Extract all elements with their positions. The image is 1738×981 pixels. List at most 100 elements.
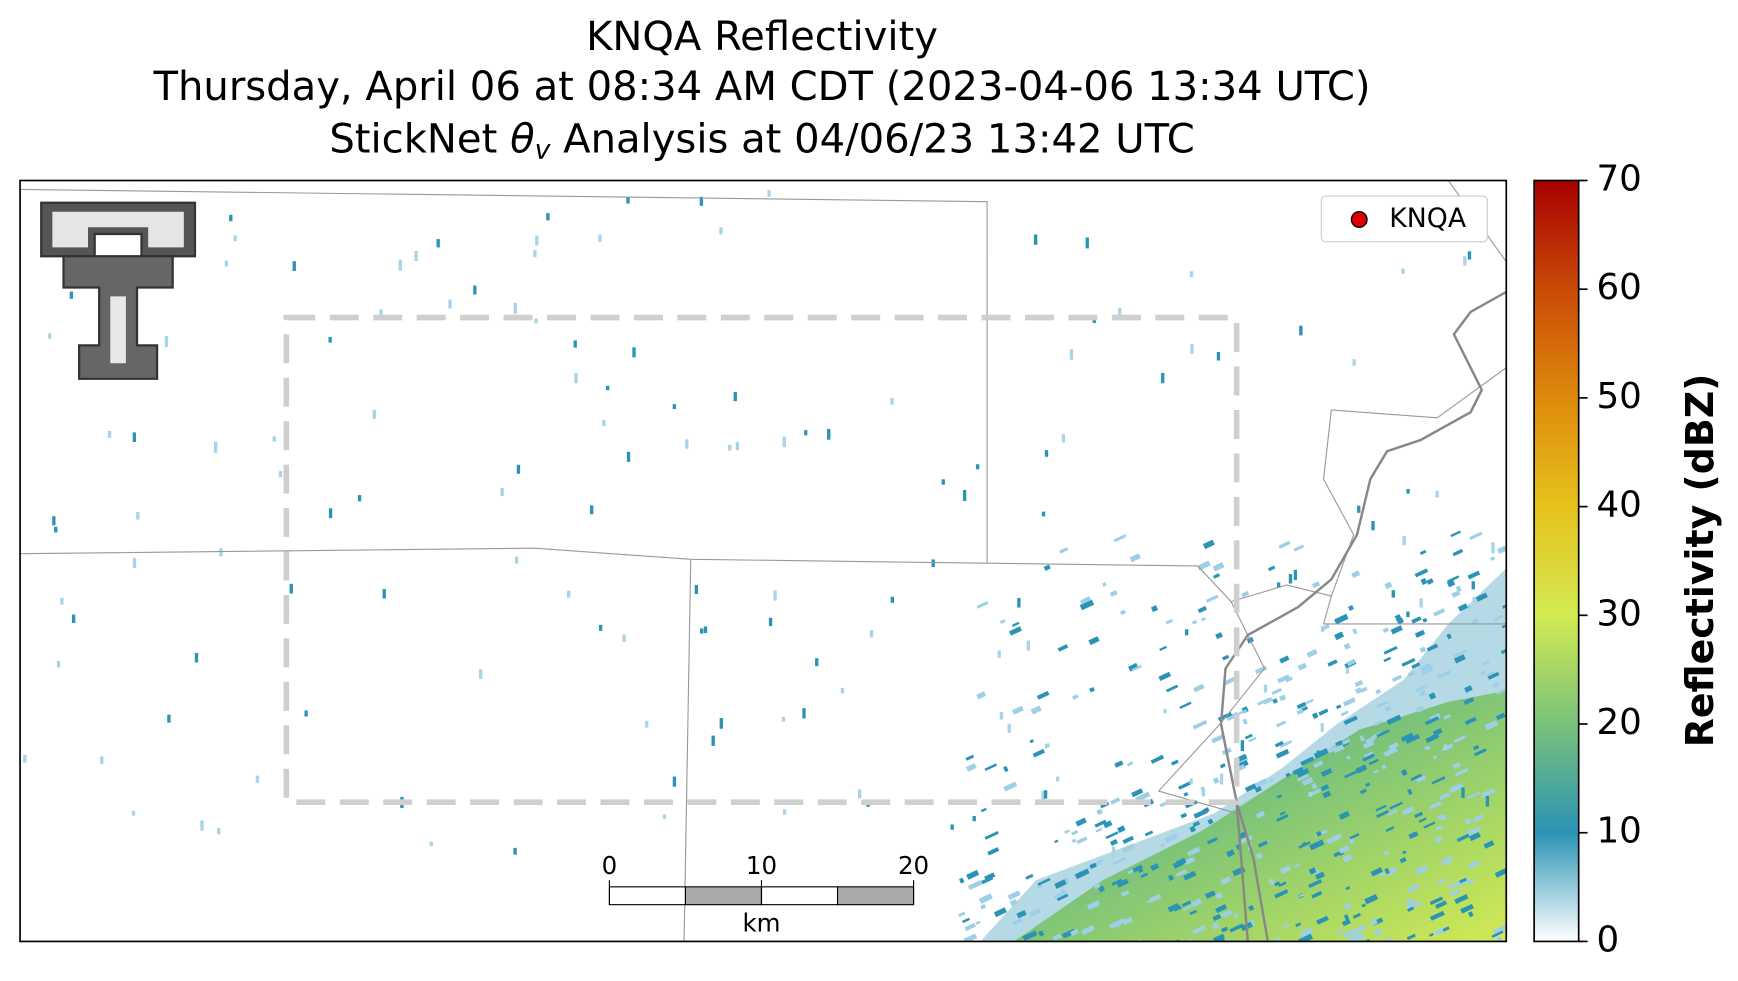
radar-echo: [1061, 928, 1076, 938]
radar-echo: [1502, 602, 1507, 609]
radar-echo: [1469, 832, 1481, 842]
radar-echo: [1101, 582, 1107, 587]
radar-echo: [1298, 893, 1304, 898]
radar-echo: [1410, 773, 1423, 782]
radar-echo: [1315, 871, 1326, 880]
radar-echo: [1197, 560, 1211, 571]
radar-echo: [802, 708, 806, 719]
radar-echo: [645, 720, 649, 728]
radar-echo: [703, 626, 708, 633]
colorbar: 0 10 20 30 40 50 60 70: [1533, 159, 1642, 960]
radar-echo: [1466, 791, 1481, 800]
scale-segment: [684, 886, 763, 906]
radar-echo: [1411, 662, 1421, 669]
radar-echo: [1043, 564, 1051, 571]
radar-echo: [1096, 808, 1103, 816]
radar-echo: [1481, 659, 1491, 666]
radar-echo: [1438, 792, 1450, 801]
radar-echo: [1473, 744, 1480, 751]
radar-echo: [1072, 694, 1079, 700]
radar-echo: [1507, 864, 1513, 870]
radar-echo: [1285, 772, 1291, 778]
legend-label: KNQA: [1389, 203, 1467, 234]
radar-echo: [1189, 271, 1194, 278]
radar-echo: [292, 261, 296, 271]
radar-echo: [1463, 697, 1475, 705]
title-text: Analysis at 04/06/23 13:42 UTC: [550, 117, 1194, 163]
radar-echo: [1346, 755, 1351, 760]
radar-echo: [1186, 846, 1201, 857]
radar-echo: [1257, 697, 1271, 706]
radar-echo: [1411, 616, 1422, 624]
radar-echo: [606, 385, 610, 391]
radar-echo: [1495, 712, 1506, 721]
county-border: [1323, 478, 1355, 597]
radar-echo: [1348, 932, 1362, 941]
radar-echo: [699, 628, 704, 634]
radar-echo: [1041, 511, 1046, 517]
radar-echo: [546, 213, 550, 221]
radar-echo: [1419, 549, 1427, 555]
radar-echo: [23, 754, 27, 763]
radar-echo: [1075, 817, 1087, 827]
radar-echo: [1212, 573, 1221, 579]
radar-echo: [1007, 890, 1021, 900]
radar-echo: [1012, 918, 1023, 926]
radar-echo: [1215, 904, 1228, 914]
radar-echo: [136, 512, 140, 520]
radar-echo: [976, 691, 987, 700]
radar-echo: [1383, 850, 1390, 856]
radar-echo: [1459, 877, 1467, 884]
radar-echo: [1432, 727, 1443, 736]
radar-echo: [1183, 792, 1189, 797]
radar-echo: [1017, 597, 1021, 608]
radar-echo: [1220, 926, 1229, 933]
radar-echo: [1325, 838, 1330, 843]
radar-echo: [768, 617, 773, 626]
radar-echo: [1038, 930, 1045, 937]
radar-echo: [233, 235, 237, 242]
radar-echo: [1359, 735, 1365, 742]
radar-echo: [1279, 740, 1293, 748]
radar-echo: [1244, 783, 1257, 793]
radar-echo: [48, 333, 52, 339]
radar-echo: [1467, 570, 1481, 580]
radar-echo: [1424, 745, 1431, 751]
radar-echo: [1122, 835, 1134, 844]
radar-echo: [1296, 701, 1307, 710]
radar-echo: [1176, 857, 1187, 867]
radar-echo: [1028, 908, 1041, 918]
radar-echo: [1513, 828, 1520, 834]
radar-echo: [1276, 720, 1287, 728]
radar-echo: [1170, 759, 1179, 766]
radar-echo: [1089, 686, 1095, 693]
radar-echo: [984, 831, 999, 840]
radar-echo: [1320, 723, 1324, 732]
radar-echo: [1202, 539, 1215, 550]
radar-echo: [1460, 903, 1474, 914]
radar-echo: [1354, 687, 1363, 695]
radar-echo: [1226, 849, 1235, 858]
analysis-domain: [283, 314, 1240, 805]
radar-echo: [1255, 810, 1266, 819]
radar-echo: [1442, 926, 1450, 932]
radar-echo: [1128, 662, 1139, 672]
radar-echo: [1429, 800, 1442, 810]
radar-echo: [1493, 924, 1507, 935]
radar-echo: [1322, 790, 1332, 799]
scale-unit: km: [742, 909, 780, 938]
radar-echo: [1464, 685, 1473, 693]
radar-echo: [1337, 928, 1343, 935]
radar-echo: [1429, 896, 1444, 906]
radar-echo: [132, 557, 137, 569]
radar-echo: [1161, 372, 1165, 384]
radar-echo: [1212, 922, 1220, 930]
radar-echo: [1368, 758, 1379, 766]
radar-echo: [1512, 815, 1521, 821]
radar-echo: [993, 907, 1007, 918]
radar-echo: [1275, 748, 1290, 759]
radar-echo: [1165, 618, 1174, 625]
radar-echo: [1007, 723, 1011, 733]
radar-echo: [1457, 603, 1468, 612]
